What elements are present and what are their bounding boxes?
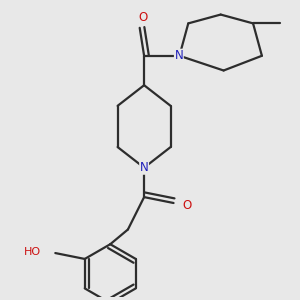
Text: O: O (138, 11, 147, 24)
Text: O: O (182, 200, 191, 212)
Text: N: N (175, 49, 183, 62)
Text: N: N (140, 161, 148, 174)
Text: HO: HO (23, 247, 40, 256)
